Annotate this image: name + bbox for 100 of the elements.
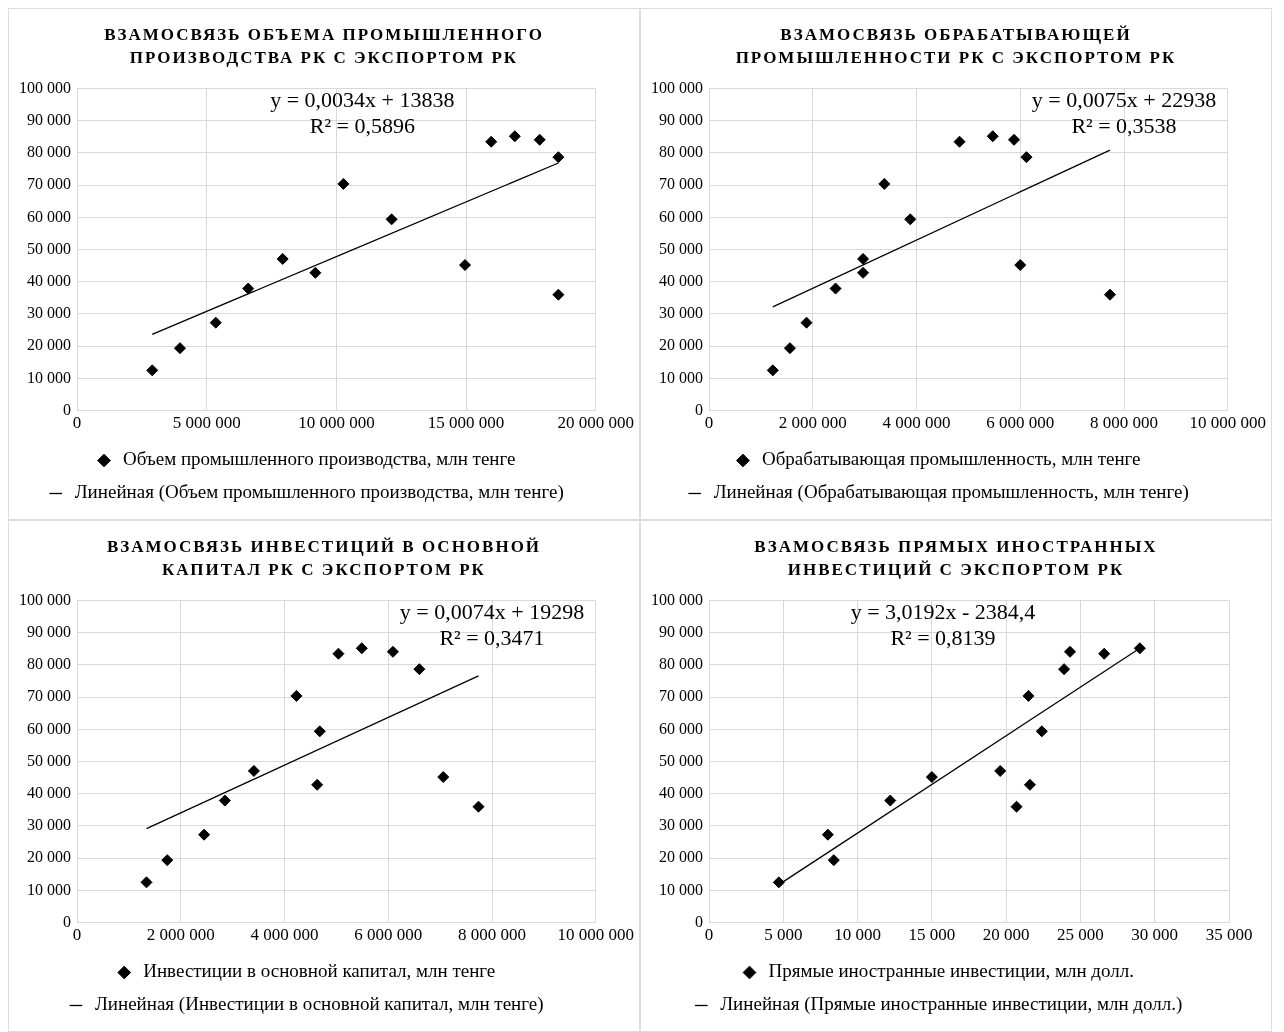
x-tick-label: 8 000 000 [1090,413,1158,433]
y-tick-label: 80 000 [27,655,71,673]
point [552,288,565,301]
x-tick-label: 5 000 000 [172,413,241,433]
point [472,800,485,813]
point [994,764,1007,777]
annotation: y = 0,0034x + 13838 [270,87,455,113]
point [209,316,222,329]
y-tick-label: 100 000 [19,590,71,608]
point [1014,259,1027,272]
point [218,794,231,807]
point [1023,778,1036,791]
point [247,764,260,777]
y-tick-label: 70 000 [659,175,703,193]
y-tick-label: 50 000 [659,239,703,257]
point [1008,133,1021,146]
point [385,213,398,226]
point [311,778,324,791]
point [1010,800,1023,813]
annotation: y = 0,0074x + 19298 [399,599,585,625]
point [1064,645,1077,658]
point [986,130,999,143]
point [437,771,450,784]
point [552,151,565,164]
legend-label: Линейная (Прямые иностранные инвестиции, млн долл.) [720,993,1183,1016]
x-tick-label: 30 000 [1131,925,1179,945]
x-tick-label: 20 000 [982,925,1030,945]
y-tick-label: 70 000 [27,175,71,193]
point [783,342,796,355]
x-tick-label: 10 000 000 [298,413,375,433]
point [290,689,303,702]
legend-label: Линейная (Объем промышленного производства, млн тенге) [74,481,564,504]
y-tick-label: 80 000 [659,655,703,673]
y-tick-label: 90 000 [27,111,71,128]
y-tick-label: 0 [695,400,703,418]
point [1098,647,1111,660]
x-tick-label: 25 000 [1057,925,1104,945]
x-tick-label: 4 000 000 [250,925,319,945]
y-tick-label: 60 000 [659,719,703,737]
point [884,794,897,807]
point [276,252,289,265]
point [857,252,870,265]
point [198,828,211,841]
point [925,771,938,784]
y-tick-label: 0 [63,400,71,418]
point [242,282,255,295]
point [459,259,472,272]
y-tick-label: 80 000 [27,143,71,161]
y-tick-label: 40 000 [27,272,71,289]
point [173,342,186,355]
point [309,266,322,279]
x-tick-label: 15 000 [908,925,956,945]
y-tick-label: 90 000 [659,111,703,128]
point [1020,151,1033,164]
point [140,876,153,889]
y-tick-label: 90 000 [27,623,71,640]
y-tick-label: 10 000 [27,368,71,386]
annotation: R² = 0,3471 [439,625,545,651]
point [904,213,917,226]
y-tick-label: 90 000 [659,623,703,640]
point [161,854,174,867]
point [766,364,779,377]
y-tick-label: 30 000 [27,304,71,322]
y-tick-label: 40 000 [659,272,703,289]
x-tick-label: 15 000 000 [427,413,505,433]
point [313,725,326,738]
y-tick-label: 10 000 [659,880,703,898]
y-tick-label: 10 000 [659,368,703,386]
x-tick-label: 5 000 [764,925,803,945]
y-tick-label: 50 000 [659,751,703,769]
point [1133,642,1146,655]
y-tick-label: 100 000 [651,78,703,96]
y-tick-label: 70 000 [659,687,703,705]
chart-title: ВЗАМОСВЯЗЬ ПРЯМЫХ ИНОСТРАННЫХ ИНВЕСТИЦИЙ С ЭКСПОРТОМ РК [753,536,1159,581]
y-tick-label: 60 000 [27,207,71,225]
annotation: R² = 0,8139 [890,625,996,651]
point [1035,725,1048,738]
annotation: y = 3,0192x - 2384,4 [850,599,1036,625]
x-tick-label: 10 000 [834,925,881,945]
legend-label: Линейная (Обрабатывающая промышленность, млн тенге) [713,481,1189,504]
y-tick-label: 80 000 [659,143,703,161]
point [337,177,350,190]
y-tick-label: 100 000 [19,78,71,96]
x-tick-label: 2 000 000 [778,413,847,433]
annotation: R² = 0,5896 [309,113,415,139]
point [146,364,159,377]
legend-label: Линейная (Инвестиции в основной капитал, млн тенге) [94,993,544,1016]
point [772,876,785,889]
x-tick-label: 4 000 000 [882,413,951,433]
y-tick-label: 60 000 [659,207,703,225]
point [953,135,966,148]
y-tick-label: 20 000 [27,336,71,354]
point [533,133,546,146]
y-tick-label: 30 000 [659,304,703,322]
y-tick-label: 10 000 [27,880,71,898]
x-tick-label: 2 000 000 [146,925,215,945]
point [485,135,498,148]
point [413,663,426,676]
y-tick-label: 30 000 [27,816,71,834]
x-tick-label: 35 000 [1205,925,1253,945]
